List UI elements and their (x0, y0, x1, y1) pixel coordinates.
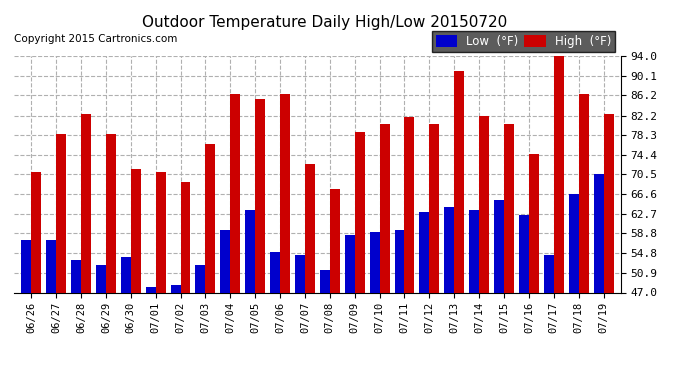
Bar (305, 164, 315, 292)
Bar (121, 257, 131, 292)
Bar (494, 200, 504, 292)
Bar (370, 232, 380, 292)
Bar (220, 230, 230, 292)
Bar (56, 134, 66, 292)
Bar (156, 172, 166, 292)
Bar (255, 99, 265, 292)
Bar (444, 207, 454, 292)
Bar (395, 230, 404, 292)
Bar (131, 170, 141, 292)
Bar (280, 94, 290, 292)
Bar (170, 285, 181, 292)
Bar (569, 195, 579, 292)
Bar (106, 134, 116, 292)
Bar (96, 265, 106, 292)
Bar (479, 116, 489, 292)
Bar (295, 255, 305, 292)
Bar (420, 212, 429, 292)
Bar (21, 240, 31, 292)
Bar (71, 260, 81, 292)
Bar (429, 124, 440, 292)
Bar (320, 270, 330, 292)
Bar (579, 94, 589, 292)
Bar (593, 174, 604, 292)
Text: Copyright 2015 Cartronics.com: Copyright 2015 Cartronics.com (14, 34, 177, 44)
Bar (380, 124, 390, 292)
Text: Outdoor Temperature Daily High/Low 20150720: Outdoor Temperature Daily High/Low 20150… (141, 15, 507, 30)
Bar (544, 255, 554, 292)
Bar (469, 210, 479, 292)
Bar (146, 288, 156, 292)
Bar (46, 240, 56, 292)
Bar (504, 124, 514, 292)
Bar (270, 252, 280, 292)
Bar (230, 94, 240, 292)
Bar (181, 182, 190, 292)
Bar (529, 154, 539, 292)
Bar (404, 117, 415, 292)
Bar (454, 71, 464, 292)
Bar (330, 189, 339, 292)
Bar (355, 132, 365, 292)
Bar (31, 172, 41, 292)
Bar (81, 114, 91, 292)
Bar (195, 265, 206, 292)
Bar (519, 214, 529, 292)
Bar (345, 235, 355, 292)
Legend: Low  (°F), High  (°F): Low (°F), High (°F) (432, 32, 615, 51)
Bar (206, 144, 215, 292)
Bar (554, 56, 564, 292)
Bar (604, 114, 613, 292)
Bar (245, 210, 255, 292)
